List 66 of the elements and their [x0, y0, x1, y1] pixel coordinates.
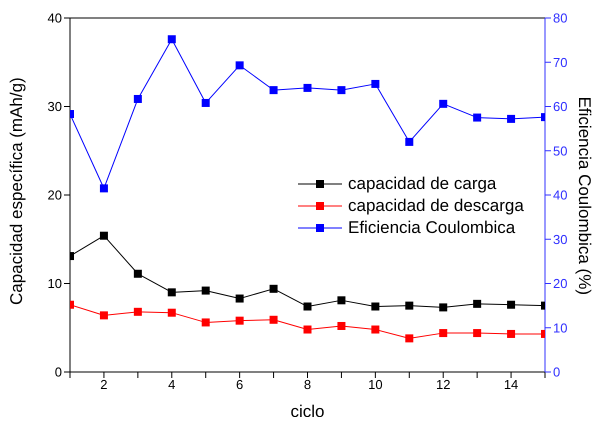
point: [236, 294, 244, 303]
y2-tick-label: 10: [553, 320, 568, 336]
point: [439, 100, 448, 108]
point: [100, 232, 108, 240]
legend-label: capacidad de carga: [348, 174, 496, 194]
point: [473, 300, 482, 308]
point: [405, 138, 414, 146]
point: [100, 184, 108, 192]
y2-tick-label: 40: [553, 188, 568, 203]
x-axis-title: ciclo: [290, 402, 325, 421]
y-tick-label: 30: [48, 99, 62, 114]
point: [134, 94, 142, 103]
point: [371, 80, 380, 88]
point: [168, 308, 176, 317]
y2-tick-label: 80: [553, 10, 568, 26]
point: [270, 86, 278, 94]
point: [236, 61, 244, 70]
legend-label: Eficiencia Coulombica: [348, 218, 516, 238]
point: [100, 311, 108, 320]
point: [473, 329, 482, 338]
point: [507, 114, 516, 123]
point: [371, 302, 380, 311]
legend-label: capacidad de descarga: [348, 196, 524, 216]
point: [168, 35, 176, 44]
y2-tick-label: 0: [553, 364, 560, 380]
point: [270, 316, 278, 324]
x-tick-label: 4: [168, 377, 176, 392]
y-tick-label: 0: [54, 364, 62, 380]
x-tick-label: 10: [368, 377, 383, 392]
point: [304, 326, 312, 334]
point: [270, 284, 278, 293]
point: [473, 114, 482, 122]
y2-tick-label: 70: [553, 54, 568, 70]
point: [134, 308, 142, 316]
y2-axis-title: Eficiencia Coulombica (%): [574, 96, 594, 295]
y-tick-label: 20: [48, 188, 62, 203]
point: [439, 329, 448, 338]
y-axis-title: Capacidad específica (mAh/g): [7, 77, 26, 305]
point: [337, 322, 346, 330]
point: [134, 270, 142, 278]
point: [439, 303, 448, 312]
point: [405, 302, 414, 310]
point: [507, 300, 516, 309]
x-tick-label: 6: [236, 377, 244, 392]
y2-tick-label: 60: [553, 99, 568, 114]
point: [405, 334, 414, 342]
point: [168, 288, 176, 296]
point: [337, 296, 346, 304]
x-tick-label: 12: [436, 377, 450, 392]
point: [202, 286, 210, 295]
y-tick-label: 40: [48, 10, 62, 26]
point: [507, 330, 516, 338]
point: [202, 318, 210, 326]
point: [304, 302, 312, 311]
point: [304, 84, 312, 92]
x-tick-label: 2: [100, 377, 108, 392]
x-tick-label: 14: [504, 377, 518, 392]
y2-tick-label: 30: [553, 232, 568, 247]
y-tick-label: 10: [48, 276, 62, 292]
point: [236, 316, 244, 325]
x-tick-label: 8: [304, 377, 312, 392]
y2-tick-label: 50: [553, 143, 568, 158]
point: [202, 98, 210, 107]
y2-tick-label: 20: [553, 276, 568, 292]
point: [371, 326, 380, 334]
point: [337, 86, 346, 94]
